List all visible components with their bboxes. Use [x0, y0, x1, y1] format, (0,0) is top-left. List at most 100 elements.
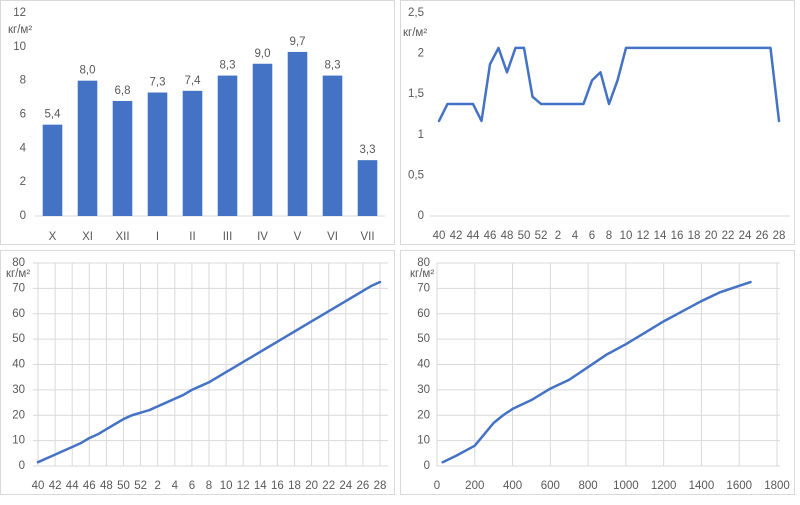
y-tick-label: 80	[12, 257, 25, 269]
y-tick-label: 0	[424, 460, 430, 472]
x-tick-label: 4	[172, 480, 179, 492]
y-tick-label: 50	[12, 333, 25, 345]
y-tick-label: 10	[13, 41, 26, 53]
x-tick-label: 18	[288, 480, 301, 492]
data-label: 8,3	[325, 60, 341, 72]
y-tick-label: 2	[20, 176, 26, 188]
x-tick-label: II	[189, 231, 195, 243]
line-series	[441, 280, 752, 464]
x-tick-label: 44	[66, 480, 79, 492]
x-tick-label: 22	[722, 230, 735, 242]
x-tick-label: 8	[206, 480, 212, 492]
x-tick-label: 20	[705, 230, 718, 242]
y-tick-label: 10	[12, 435, 25, 447]
y-tick-label: 0	[20, 210, 26, 222]
data-label: 7,4	[185, 75, 202, 87]
y-tick-label: 40	[417, 359, 430, 371]
x-tick-label: 40	[433, 230, 446, 242]
x-tick-label: 46	[83, 480, 96, 492]
y-tick-label: 2,5	[408, 7, 424, 19]
x-tick-label: 50	[518, 230, 531, 242]
panel	[0, 250, 395, 495]
bar	[182, 90, 203, 216]
x-tick-label: 200	[465, 480, 484, 492]
x-tick-label: 12	[237, 480, 250, 492]
x-tick-label: 26	[756, 230, 769, 242]
data-label: 3,3	[360, 144, 376, 156]
x-tick-label: III	[223, 231, 233, 243]
bar	[322, 75, 343, 216]
x-tick-label: 2	[555, 230, 561, 242]
data-label: 5,4	[45, 109, 62, 121]
bar	[217, 75, 238, 216]
bar	[287, 51, 308, 217]
x-tick-label: 10	[620, 230, 633, 242]
panel	[400, 250, 795, 495]
x-tick-label: 12	[637, 230, 650, 242]
bar	[147, 92, 168, 216]
x-tick-label: 2	[154, 480, 160, 492]
data-label: 9,0	[255, 48, 271, 60]
data-label: 8,0	[80, 65, 96, 77]
x-tick-label: 26	[357, 480, 370, 492]
x-tick-label: 52	[134, 480, 147, 492]
y-tick-label: 50	[417, 333, 430, 345]
x-tick-label: 48	[501, 230, 514, 242]
data-label: 7,3	[150, 77, 166, 89]
y-tick-label: 20	[417, 409, 430, 421]
x-tick-label: X	[49, 231, 57, 243]
x-tick-label: 50	[117, 480, 130, 492]
y-axis-label: кг/м²	[6, 268, 30, 280]
data-label: 8,3	[220, 60, 236, 72]
data-label: 9,7	[290, 36, 306, 48]
y-tick-label: 20	[12, 409, 25, 421]
x-tick-label: XI	[82, 231, 93, 243]
x-tick-label: 1600	[726, 480, 752, 492]
y-tick-label: 60	[12, 308, 25, 320]
x-tick-label: 0	[434, 480, 440, 492]
bar	[252, 63, 273, 216]
bar	[77, 80, 98, 217]
x-tick-label: 10	[220, 480, 233, 492]
x-tick-label: 1000	[613, 480, 639, 492]
x-tick-label: 1800	[764, 480, 790, 492]
bar	[357, 160, 378, 216]
x-tick-label: 28	[374, 480, 387, 492]
line-series	[36, 280, 382, 464]
x-tick-label: 42	[49, 480, 62, 492]
x-tick-label: 46	[484, 230, 497, 242]
bar	[42, 124, 63, 216]
y-tick-label: 0,5	[408, 169, 424, 181]
y-tick-label: 0	[19, 460, 25, 472]
x-tick-label: 18	[688, 230, 701, 242]
x-tick-label: 48	[100, 480, 113, 492]
x-tick-label: VI	[327, 231, 338, 243]
x-tick-label: 22	[322, 480, 335, 492]
y-tick-label: 1	[418, 129, 424, 141]
x-tick-label: 6	[589, 230, 595, 242]
y-tick-label: 0	[418, 210, 424, 222]
x-tick-label: 42	[450, 230, 463, 242]
data-label: 6,8	[115, 85, 131, 97]
y-tick-label: 60	[417, 308, 430, 320]
y-axis-label: кг/м²	[8, 24, 32, 36]
x-tick-label: 44	[467, 230, 480, 242]
x-tick-label: IV	[257, 231, 268, 243]
y-tick-label: 30	[12, 384, 25, 396]
x-tick-label: XII	[115, 231, 129, 243]
y-tick-label: 40	[12, 359, 25, 371]
x-tick-label: 16	[271, 480, 284, 492]
x-tick-label: 52	[535, 230, 548, 242]
y-tick-label: 70	[12, 282, 25, 294]
y-tick-label: 4	[20, 142, 27, 154]
y-tick-label: 6	[20, 109, 26, 121]
x-tick-label: 40	[32, 480, 45, 492]
x-tick-label: I	[156, 231, 159, 243]
x-tick-label: 400	[503, 480, 522, 492]
x-tick-label: 24	[739, 230, 752, 242]
x-tick-label: 24	[339, 480, 352, 492]
y-tick-label: 1,5	[408, 88, 424, 100]
x-tick-label: 14	[654, 230, 667, 242]
x-tick-label: 20	[305, 480, 318, 492]
